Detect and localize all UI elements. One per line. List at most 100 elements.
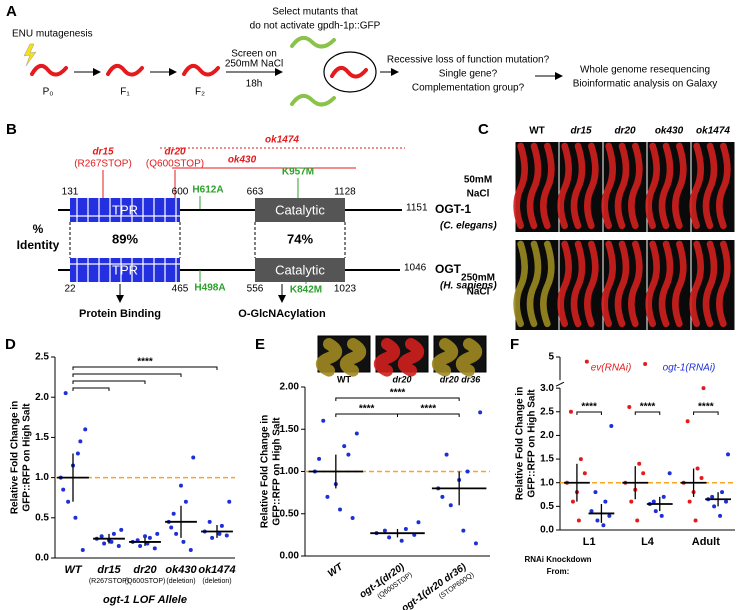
panel-label: D	[5, 336, 16, 353]
identity: 89%	[112, 231, 138, 246]
data-point	[181, 539, 186, 544]
identity-label: %	[33, 222, 44, 236]
worm	[628, 142, 643, 230]
significance-bracket	[72, 366, 218, 370]
worm	[716, 240, 731, 328]
column-header: ok1474	[696, 126, 730, 137]
arrows	[74, 68, 563, 80]
worm	[689, 142, 704, 230]
data-point	[102, 541, 107, 546]
significance-bracket	[72, 373, 182, 377]
data-point	[578, 457, 583, 462]
data-point	[75, 451, 80, 456]
tpr-domain	[70, 198, 180, 222]
worm	[456, 338, 483, 377]
inset-label: dr20 dr36	[440, 374, 482, 384]
data-point	[637, 461, 642, 466]
worm	[658, 142, 674, 230]
position: 1151	[406, 203, 428, 214]
data-point	[584, 359, 589, 364]
inset-label: WT	[337, 374, 351, 384]
y-tick-label: 2.5	[540, 406, 554, 417]
worm	[628, 240, 643, 328]
data-point	[183, 499, 188, 504]
data-point	[609, 423, 614, 428]
data-point	[66, 499, 71, 504]
protein-name: OGT	[435, 262, 462, 276]
data-point	[169, 525, 174, 530]
row-label: 50mM	[464, 175, 492, 186]
data-point	[155, 531, 160, 536]
worm	[702, 240, 718, 328]
y-tick-label: 1.5	[35, 432, 49, 443]
panel-label: F	[510, 336, 519, 353]
generation: F₁	[120, 87, 130, 98]
axis-title: Relative Fold Change in	[10, 401, 21, 514]
worm	[584, 142, 599, 230]
x-tick-label: L4	[641, 536, 655, 548]
position: 131	[62, 187, 79, 198]
protein-name: OGT-1	[435, 202, 471, 216]
y-tick-label: 0.0	[35, 553, 49, 564]
data-point	[174, 531, 179, 536]
significance-label: ****	[359, 404, 375, 415]
data-point	[152, 546, 157, 551]
y-tick-label: 0.5	[540, 501, 554, 512]
data-point	[116, 543, 121, 548]
data-point	[354, 431, 359, 436]
worm	[645, 142, 660, 230]
data-point	[461, 528, 466, 533]
data-point	[627, 405, 632, 410]
data-point	[699, 475, 704, 480]
worm	[614, 240, 630, 328]
worm	[557, 142, 572, 230]
data-point	[171, 511, 176, 516]
identity: 74%	[287, 231, 313, 246]
x-tick-label: dr20	[133, 564, 157, 576]
data-point	[325, 494, 330, 499]
y-tick-label: 2.00	[280, 382, 300, 393]
selection-circle	[323, 51, 377, 93]
domain-label: Catalytic	[275, 202, 325, 217]
x-tick-sublabel: (deletion)	[202, 578, 231, 585]
data-point	[718, 513, 723, 518]
data-point	[444, 452, 449, 457]
position: 22	[64, 284, 76, 295]
row-label: NaCl	[467, 189, 490, 200]
y-tick-label: 2.0	[540, 430, 554, 441]
y-tick-label: 0.5	[35, 512, 49, 523]
data-point	[147, 535, 152, 540]
position: 465	[172, 284, 189, 295]
data-point	[346, 452, 351, 457]
significance-label: ****	[390, 388, 406, 399]
allele: dr15	[92, 147, 114, 158]
worm	[540, 142, 555, 230]
axis-title: ogt-1 LOF Allele	[103, 594, 187, 606]
row-label: 250mM	[461, 273, 495, 284]
x-tick-label: WT	[64, 564, 82, 576]
data-point	[99, 534, 104, 539]
data-point	[387, 535, 392, 540]
position: 1128	[334, 187, 356, 198]
position: 1023	[334, 284, 357, 295]
y-tick-label: 1.0	[540, 477, 554, 488]
data-point	[465, 469, 470, 474]
worm	[340, 338, 367, 377]
data-point	[473, 541, 478, 546]
worm	[540, 240, 555, 328]
data-point	[338, 507, 343, 512]
lightning-icon	[23, 43, 37, 67]
data-point	[440, 494, 445, 499]
data-point	[635, 518, 640, 523]
species: (C. elegans)	[440, 221, 497, 232]
axis-title: GFP::RFP on High Salt	[527, 389, 538, 498]
allele-change: (R267STOP)	[74, 159, 132, 170]
y-tick-label: 1.00	[280, 466, 300, 477]
inset-label: dr20	[392, 374, 411, 384]
mutation: H498A	[194, 283, 225, 294]
data-point	[73, 515, 78, 520]
data-point	[726, 452, 730, 457]
data-point	[582, 471, 587, 476]
axis-title: RNAi Knockdown	[524, 555, 591, 564]
data-point	[80, 547, 85, 552]
